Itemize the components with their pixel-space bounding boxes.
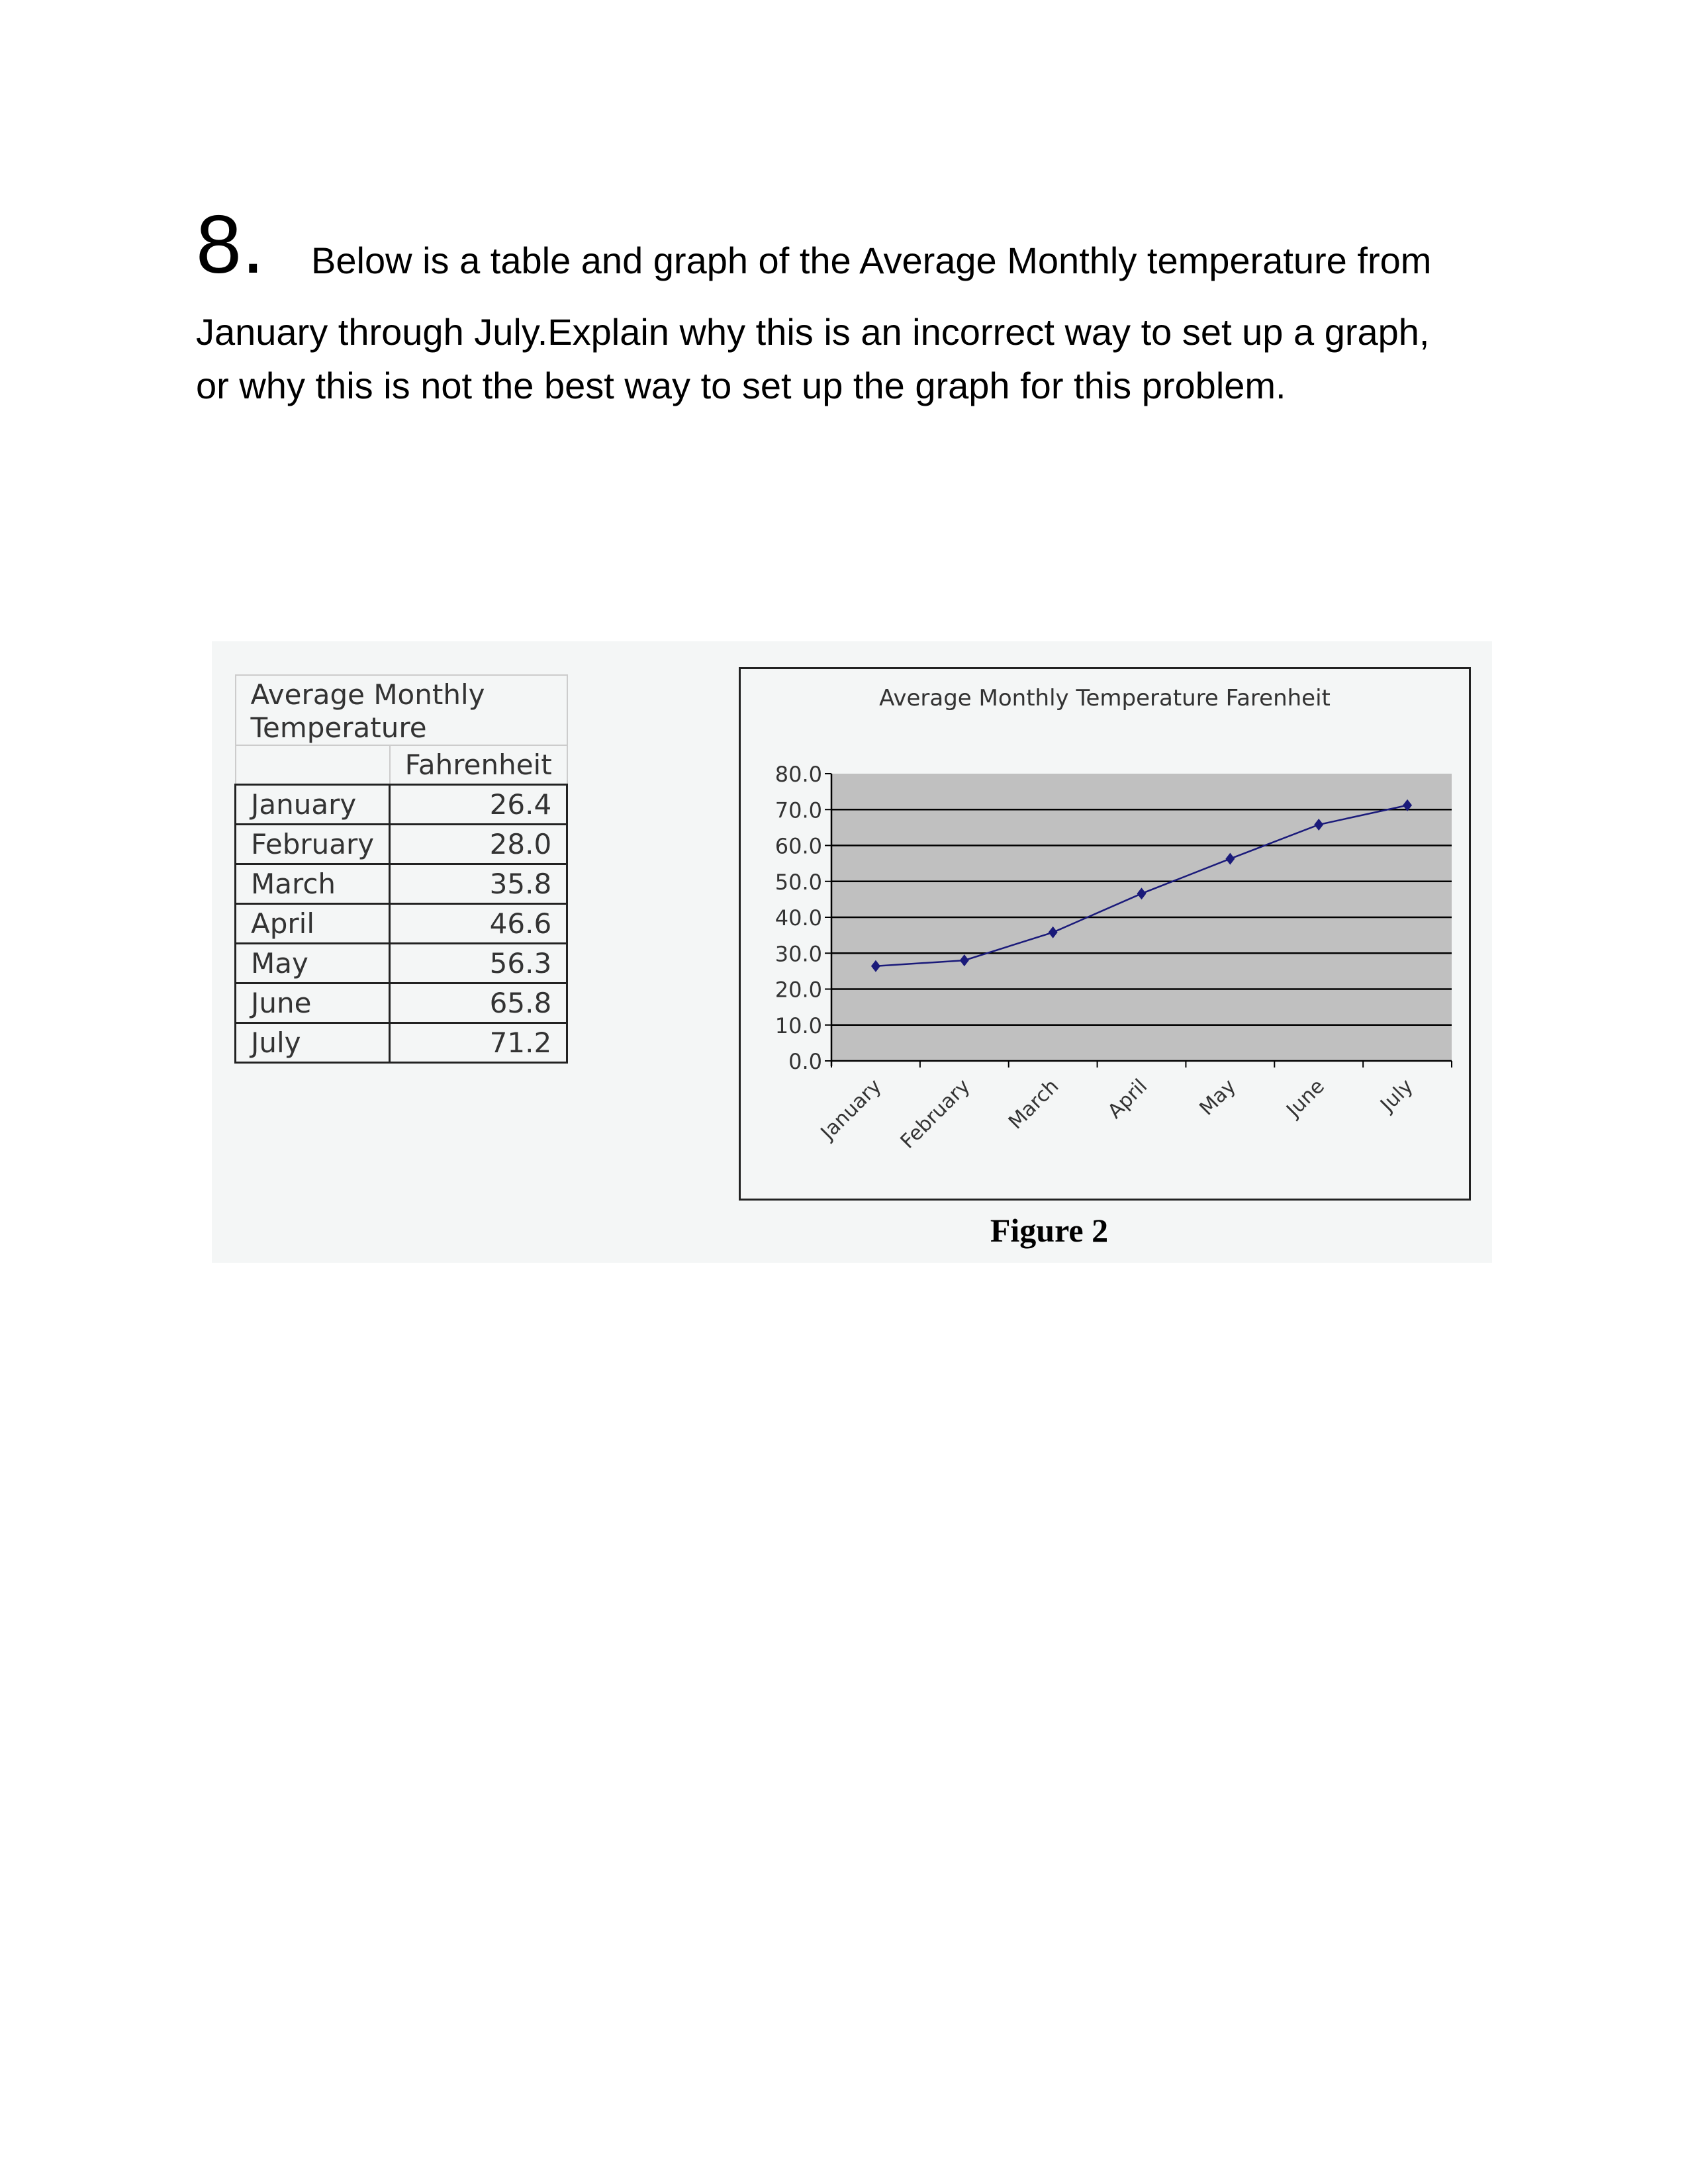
x-tick-label: July [1375,1075,1417,1117]
table-row: April 46.6 [234,903,569,944]
y-tick-label: 40.0 [775,905,822,931]
data-point [1137,887,1147,900]
question-text-line-3: or why this is not the best way to set u… [196,365,1286,406]
table-row: June 65.8 [234,982,569,1024]
figure-caption: Figure 2 [990,1212,1109,1249]
table-row: May 56.3 [234,942,569,984]
line-chart: Average Monthly Temperature Farenheit 0.… [775,685,1452,1154]
x-tick-label: May [1195,1075,1241,1120]
x-tick-label: March [1004,1075,1063,1134]
month-cell: January [234,784,391,825]
y-tick-label: 70.0 [775,797,822,823]
table-title-line-1: Average Monthly [250,678,485,711]
value-cell: 35.8 [389,863,569,905]
x-tick-label: February [896,1075,975,1154]
value-cell: 28.0 [389,823,569,865]
table-row: July 71.2 [234,1022,569,1064]
month-cell: March [234,863,391,905]
data-point [870,960,880,972]
y-tick-label: 0.0 [788,1049,822,1074]
data-point [1314,819,1324,831]
month-cell: April [234,903,391,944]
month-cell: July [234,1022,391,1064]
value-cell: 65.8 [389,982,569,1024]
y-tick-label: 50.0 [775,870,822,895]
table-row: March 35.8 [234,863,569,905]
month-cell: June [234,982,391,1024]
table-title: Average Monthly Temperature [234,674,568,746]
question-text-line-2: January through July.Explain why this is… [196,311,1430,353]
data-point [1048,926,1058,938]
y-tick-label: 30.0 [775,941,822,966]
x-tick-label: April [1103,1075,1152,1123]
y-tick-label: 80.0 [775,762,822,787]
question-text-line-1: Below is a table and graph of the Averag… [311,240,1432,281]
month-cell: February [234,823,391,865]
temperature-table: Average Monthly Temperature Fahrenheit Ja… [234,674,569,1064]
month-cell: May [234,942,391,984]
value-cell: 46.6 [389,903,569,944]
table-title-line-2: Temperature [250,711,427,744]
data-point [1403,799,1413,811]
data-point [1225,852,1235,865]
x-tick-label: January [816,1075,886,1146]
value-cell: 71.2 [389,1022,569,1064]
chart-frame: Average Monthly Temperature Farenheit 0.… [739,667,1471,1201]
header-blank [234,745,391,786]
question-number: 8. [196,199,265,291]
column-header: Fahrenheit [389,745,568,786]
data-point [959,954,969,967]
y-tick-label: 20.0 [775,978,822,1003]
table-row: February 28.0 [234,823,569,865]
y-tick-label: 60.0 [775,834,822,859]
table-row: January 26.4 [234,784,569,825]
y-tick-label: 10.0 [775,1013,822,1038]
chart-title: Average Monthly Temperature Farenheit [879,685,1331,711]
x-tick-label: June [1282,1075,1329,1122]
value-cell: 26.4 [389,784,569,825]
value-cell: 56.3 [389,942,569,984]
